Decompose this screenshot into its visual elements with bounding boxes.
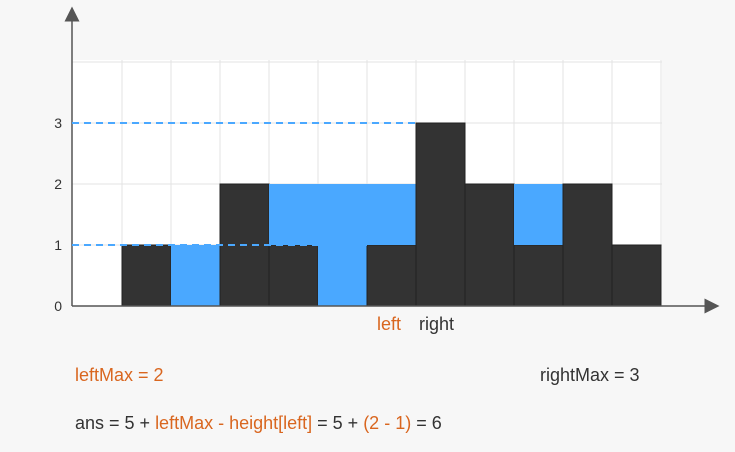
water-bar bbox=[514, 184, 563, 245]
axes bbox=[64, 6, 720, 314]
right-max-label: rightMax = 3 bbox=[540, 365, 640, 385]
height-bar bbox=[121, 244, 172, 307]
y-tick-labels: 0 1 2 3 bbox=[54, 115, 62, 314]
y-tick-label: 0 bbox=[54, 298, 62, 314]
formula-part-2: leftMax - height[left] bbox=[155, 413, 313, 433]
y-tick-label: 1 bbox=[54, 237, 62, 253]
water-bar bbox=[171, 245, 220, 306]
formula-line: ans = 5 + leftMax - height[left] = 5 + (… bbox=[75, 413, 442, 434]
dashed-levels bbox=[72, 122, 416, 246]
left-pointer-label: left bbox=[377, 314, 402, 334]
water-bar bbox=[367, 184, 416, 245]
height-bar bbox=[268, 244, 319, 307]
y-tick-label: 2 bbox=[54, 176, 62, 192]
height-bar bbox=[366, 244, 417, 307]
height-bar bbox=[611, 244, 662, 307]
y-tick-label: 3 bbox=[54, 115, 62, 131]
height-bar bbox=[562, 183, 613, 307]
right-pointer-label: right bbox=[419, 314, 455, 334]
formula-part-5: = 6 bbox=[411, 413, 442, 433]
formula-part-3: = 5 + bbox=[312, 413, 364, 433]
water-bar bbox=[269, 184, 318, 245]
left-max-label: leftMax = 2 bbox=[75, 365, 164, 385]
height-bar bbox=[513, 244, 564, 307]
height-bar bbox=[415, 122, 466, 307]
formula-part-1: ans = 5 + bbox=[75, 413, 156, 433]
height-bar bbox=[464, 183, 515, 307]
formula-part-4: (2 - 1) bbox=[363, 413, 412, 433]
